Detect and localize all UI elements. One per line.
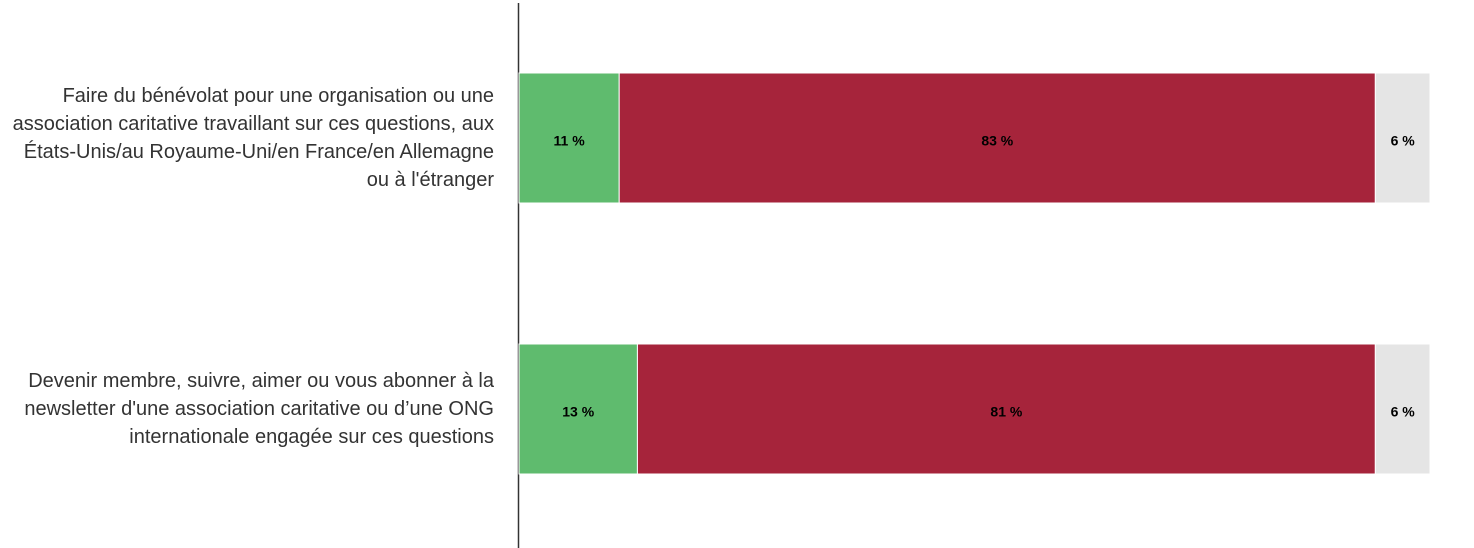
value-label: 83 %: [981, 133, 1013, 149]
value-label: 6 %: [1391, 404, 1416, 420]
bar-segment: [636, 343, 1376, 475]
category-label: Devenir membre, suivre, aimer ou vous ab…: [24, 370, 494, 448]
category-label: Faire du bénévolat pour une organisation…: [12, 85, 494, 191]
value-label: 6 %: [1391, 133, 1416, 149]
value-label: 11 %: [554, 133, 586, 149]
bar-segment: [1374, 343, 1431, 475]
bar-segment: [1374, 72, 1431, 204]
bar-segment: [518, 72, 620, 204]
bar-segment: [518, 343, 638, 475]
bar-segment: [618, 72, 1376, 204]
value-label: 81 %: [990, 404, 1022, 420]
value-label: 13 %: [562, 404, 594, 420]
